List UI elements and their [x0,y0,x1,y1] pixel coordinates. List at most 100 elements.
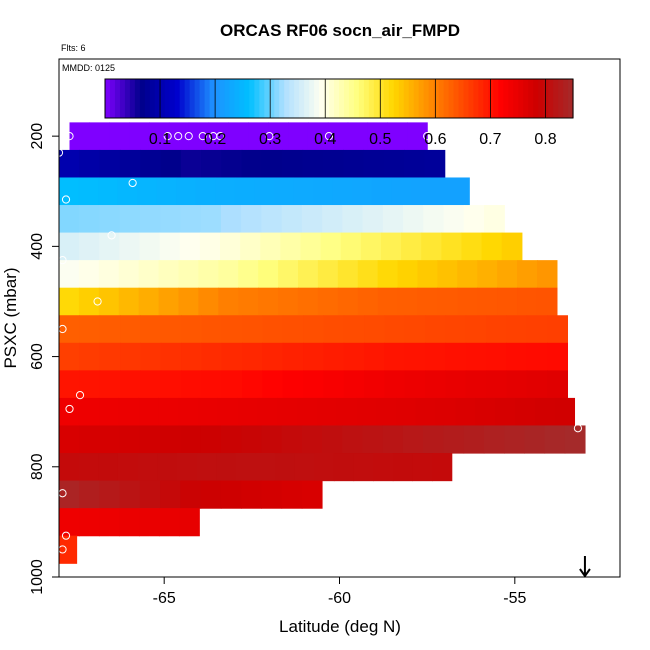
heatmap-cell [242,315,263,344]
heatmap-cell [423,205,445,234]
colorbar-swatch [129,79,136,118]
heatmap-cell [159,508,180,537]
heatmap-cell [384,315,406,344]
heatmap-cell [465,315,487,344]
heatmap-cell [78,177,99,206]
heatmap-cell [421,232,442,261]
heatmap-cell [397,260,419,289]
heatmap-cell [221,315,243,344]
colorbar-tick-label: 0.7 [479,131,501,148]
heatmap-cell [198,260,219,289]
heatmap-cell [179,232,201,261]
heatmap-cell [98,397,120,427]
colorbar-swatch [558,79,564,118]
heatmap-cell [544,425,566,454]
colorbar-swatch [348,79,355,118]
heatmap-cell [384,370,406,399]
heatmap-cell [59,480,80,509]
heatmap-cell [352,177,373,206]
heatmap-cell [343,342,365,371]
colorbar-swatch [543,79,549,118]
colorbar-swatch [284,79,290,118]
colorbar-swatch [164,79,171,118]
heatmap-cell [517,260,538,289]
colorbar-swatch [408,79,415,118]
down-arrow-icon [579,556,591,578]
sample-point [198,132,207,141]
heatmap-cell [129,122,150,151]
colorbar-swatch [189,79,196,118]
heatmap-cell [273,177,295,206]
heatmap-cell [321,425,343,454]
heatmap-cell [137,453,158,482]
sample-point [174,132,183,141]
heatmap-cell [257,397,278,427]
heatmap-cell [139,205,161,234]
colorbar-swatch [314,79,320,118]
heatmap-cell [160,315,182,344]
colorbar-swatch [423,79,430,118]
heatmap-cell [119,205,141,234]
heatmap-cell [218,260,239,289]
colorbar-swatch [498,79,504,118]
heatmap-cell [241,205,263,234]
colorbar-swatch [373,79,380,118]
colorbar-swatch [538,79,544,118]
heatmap-cell [425,370,446,399]
colorbar-swatch [548,79,554,118]
heatmap-cell [79,315,101,344]
heatmap-cell [99,149,121,179]
heatmap-cell [282,370,304,399]
heatmap-cell [78,287,100,316]
heatmap-cells [59,122,586,564]
colorbar-swatch [244,79,250,118]
colorbar-swatch [179,79,186,118]
heatmap-cell [404,315,426,344]
heatmap-cell [417,287,438,316]
heatmap-cell [138,287,160,316]
heatmap-cell [200,480,222,509]
sample-point [107,231,116,240]
heatmap-cell [281,205,303,234]
heatmap-cell [181,370,202,399]
colorbar-swatch [433,79,440,118]
heatmap-cell [297,260,319,289]
colorbar-swatch [428,79,435,118]
axes: -65 -60 -55 200 400 600 800 1000 [29,123,526,607]
colorbar-swatch [144,79,151,118]
colorbar-swatch [568,79,574,118]
heatmap-cell [457,260,478,289]
heatmap-cell [445,370,467,399]
heatmap-cell [79,508,100,537]
heatmap-cell [180,480,202,509]
heatmap-cell [160,149,182,179]
colorbar-tick-label: 0.8 [534,131,556,148]
heatmap-cell [384,342,406,371]
heatmap-cell [501,232,523,261]
colorbar-swatch [324,79,330,118]
x-tick-label: -55 [503,590,526,607]
heatmap-cell [181,342,202,371]
heatmap-cell [268,122,289,151]
heatmap-cell [159,232,181,261]
x-tick-label: -60 [328,590,351,607]
heatmap-cell [536,287,558,316]
heatmap-cell [177,397,199,427]
heatmap-cell [445,315,467,344]
colorbar-tick-label: 0.6 [424,131,446,148]
heatmap-cell [274,453,296,482]
heatmap-cell [387,122,408,151]
heatmap-cell [506,315,528,344]
x-axis-label: Latitude (deg N) [279,617,401,636]
heatmap-cell [336,397,357,427]
heatmap-cell [362,425,384,454]
heatmap-cell [300,232,322,261]
heatmap-cell [445,342,467,371]
colorbar-swatch [418,79,425,118]
heatmap-cell [484,205,505,234]
sample-points [54,132,583,554]
colorbar-tick-label: 0.3 [259,131,281,148]
heatmap-cell [282,342,304,371]
colorbar-swatch [254,79,260,118]
colorbar-swatch [119,79,126,118]
